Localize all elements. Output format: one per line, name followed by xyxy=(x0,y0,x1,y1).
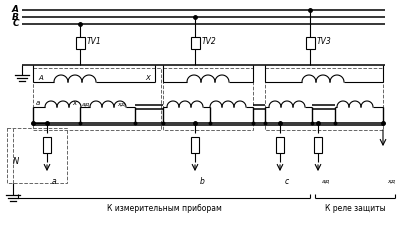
Text: TV2: TV2 xyxy=(202,38,217,47)
Text: xд: xд xyxy=(387,179,395,183)
Text: c: c xyxy=(285,176,289,186)
Text: a: a xyxy=(36,100,40,106)
Bar xyxy=(43,137,51,153)
Bar xyxy=(276,137,284,153)
Text: К измерительным приборам: К измерительным приборам xyxy=(106,204,221,213)
Text: B: B xyxy=(12,13,19,21)
Text: К реле защиты: К реле защиты xyxy=(325,204,385,213)
Bar xyxy=(163,68,253,130)
Text: TV1: TV1 xyxy=(87,38,102,47)
Text: A: A xyxy=(38,75,43,81)
Text: aд: aд xyxy=(322,179,330,183)
Bar xyxy=(75,37,85,49)
Bar xyxy=(7,128,67,183)
Text: N: N xyxy=(13,158,19,167)
Text: a: a xyxy=(52,176,57,186)
Bar xyxy=(191,37,199,49)
Text: x: x xyxy=(72,100,76,106)
Text: C: C xyxy=(12,20,19,28)
Text: X: X xyxy=(145,75,150,81)
Bar xyxy=(265,68,383,130)
Bar xyxy=(33,68,161,130)
Bar xyxy=(314,137,322,153)
Text: aд: aд xyxy=(82,101,90,106)
Text: TV3: TV3 xyxy=(317,38,332,47)
Text: b: b xyxy=(200,176,205,186)
Bar xyxy=(191,137,199,153)
Bar xyxy=(305,37,314,49)
Text: xд: xд xyxy=(117,101,125,106)
Text: A: A xyxy=(12,6,19,14)
